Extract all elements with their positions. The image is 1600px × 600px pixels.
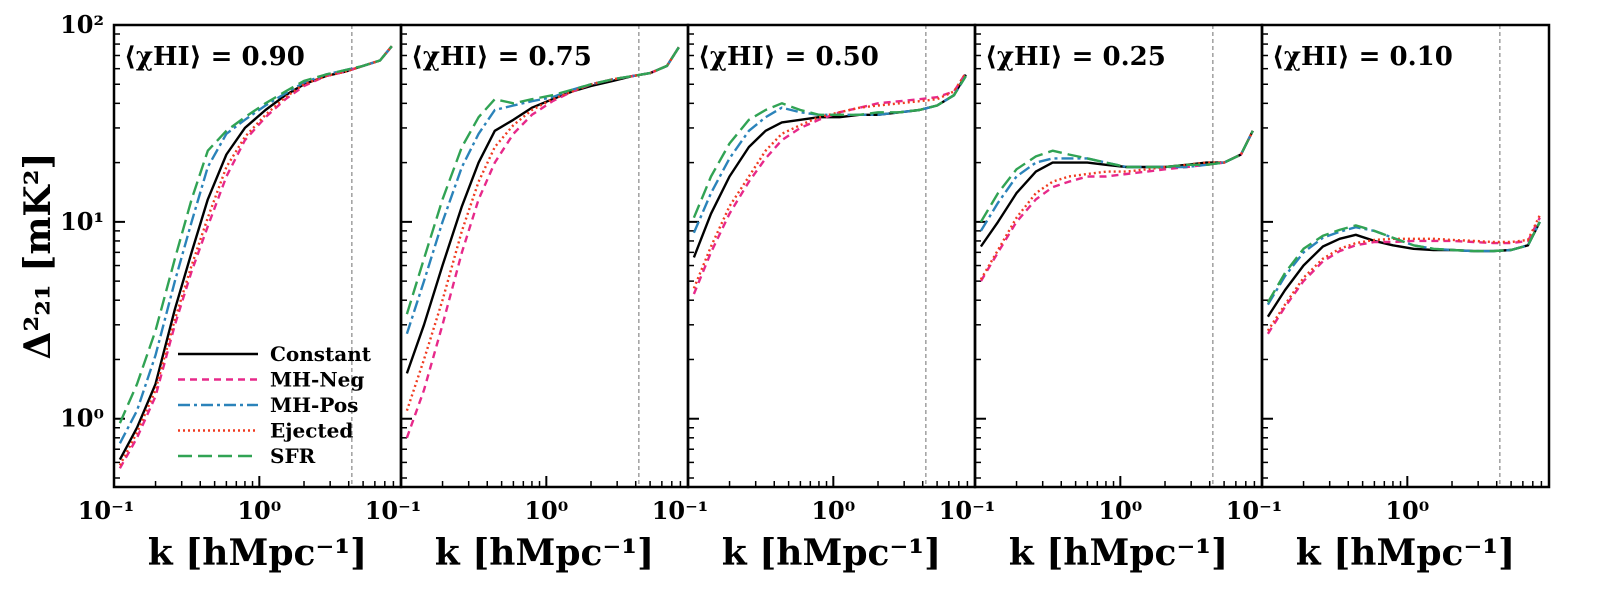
y-tick-label: 10²	[60, 10, 104, 39]
series-line-sfr	[1266, 221, 1541, 304]
panel-frame	[973, 23, 1264, 489]
series-group	[1266, 214, 1541, 335]
panel-4	[973, 23, 1264, 489]
y-axis-label: Δ²₂₁ [mK²]	[17, 153, 59, 360]
series-line-constant	[979, 130, 1254, 248]
series-line-constant	[1266, 221, 1541, 318]
series-line-ejected	[405, 46, 680, 411]
series-group	[692, 72, 967, 295]
series-line-mh-neg	[118, 45, 393, 469]
x-axis-label: k [hMpc⁻¹]	[1296, 532, 1515, 574]
x-tick-label: 10⁻¹	[365, 496, 422, 525]
panel-3	[686, 23, 977, 489]
series-line-mh-pos	[118, 45, 393, 444]
panel-title: ⟨χHI⟩ = 0.10	[1272, 42, 1453, 72]
series-line-ejected	[118, 45, 393, 466]
x-tick-label: 10⁻¹	[1226, 496, 1283, 525]
series-line-ejected	[1266, 214, 1541, 332]
x-tick-label: 10⁻¹	[78, 496, 135, 525]
x-tick-label: 10⁻¹	[939, 496, 996, 525]
legend-label-ejected: Ejected	[270, 419, 353, 443]
x-tick-label: 10⁰	[1098, 496, 1142, 525]
legend-label-mh-neg: MH-Neg	[270, 368, 364, 392]
series-group	[979, 130, 1254, 282]
x-tick-label: 10⁰	[524, 496, 568, 525]
series-line-sfr	[405, 46, 680, 315]
series-line-mh-pos	[1266, 221, 1541, 306]
series-line-sfr	[979, 130, 1254, 223]
y-tick-label: 10⁰	[60, 404, 104, 433]
panel-frame	[112, 23, 403, 489]
x-axis-label: k [hMpc⁻¹]	[435, 532, 654, 574]
series-group	[405, 46, 680, 439]
series-line-mh-neg	[405, 46, 680, 439]
x-tick-label: 10⁰	[237, 496, 281, 525]
series-line-ejected	[979, 130, 1254, 281]
x-axis-label: k [hMpc⁻¹]	[148, 532, 367, 574]
series-line-mh-neg	[979, 130, 1254, 282]
series-line-constant	[692, 74, 967, 258]
panel-1	[112, 23, 403, 489]
series-line-mh-neg	[1266, 217, 1541, 335]
panel-title: ⟨χHI⟩ = 0.90	[124, 42, 305, 72]
panel-frame	[1260, 23, 1551, 489]
x-tick-label: 10⁰	[811, 496, 855, 525]
series-line-mh-pos	[405, 46, 680, 335]
series-line-mh-pos	[692, 75, 967, 234]
panel-frame	[686, 23, 977, 489]
x-axis-label: k [hMpc⁻¹]	[1009, 532, 1228, 574]
panel-5	[1260, 23, 1551, 489]
legend-label-sfr: SFR	[270, 444, 316, 468]
panel-title: ⟨χHI⟩ = 0.75	[411, 42, 592, 72]
panel-title: ⟨χHI⟩ = 0.25	[985, 42, 1166, 72]
panel-2	[399, 23, 690, 489]
legend-label-mh-pos: MH-Pos	[270, 393, 358, 417]
series-line-sfr	[118, 45, 393, 424]
series-group	[118, 45, 393, 469]
series-line-mh-neg	[692, 72, 967, 295]
x-tick-label: 10⁻¹	[652, 496, 709, 525]
y-tick-label: 10¹	[60, 207, 104, 236]
series-line-ejected	[692, 72, 967, 289]
x-tick-label: 10⁰	[1385, 496, 1429, 525]
x-axis-label: k [hMpc⁻¹]	[722, 532, 941, 574]
legend-label-constant: Constant	[270, 342, 372, 366]
panel-title: ⟨χHI⟩ = 0.50	[698, 42, 879, 72]
panel-frame	[399, 23, 690, 489]
